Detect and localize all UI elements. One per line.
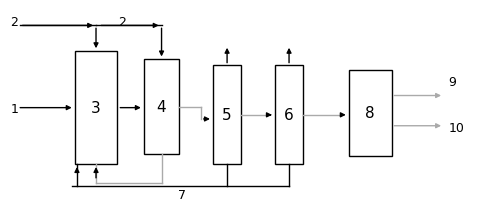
FancyBboxPatch shape [144, 60, 179, 154]
Text: 4: 4 [157, 100, 166, 115]
Text: 6: 6 [284, 108, 294, 123]
Text: 10: 10 [449, 121, 465, 134]
FancyBboxPatch shape [348, 70, 391, 156]
Text: 2: 2 [10, 16, 18, 29]
Text: 3: 3 [91, 101, 101, 116]
Text: 7: 7 [178, 188, 186, 201]
FancyBboxPatch shape [75, 52, 118, 164]
FancyBboxPatch shape [275, 66, 304, 164]
Text: 2: 2 [119, 16, 126, 29]
FancyBboxPatch shape [213, 66, 241, 164]
Text: 1: 1 [10, 103, 18, 116]
Text: 5: 5 [222, 108, 232, 123]
Text: 8: 8 [365, 106, 375, 121]
Text: 9: 9 [449, 76, 456, 89]
